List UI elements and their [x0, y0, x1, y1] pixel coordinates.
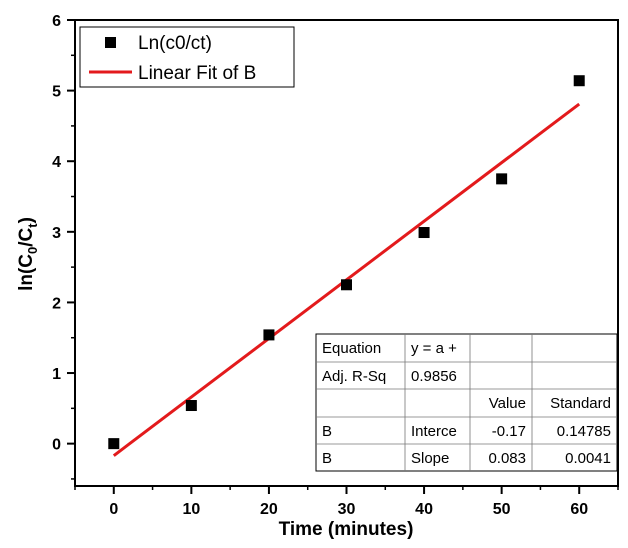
- table-cell-r4-c0: B: [322, 450, 332, 467]
- y-axis-title-close: ): [16, 217, 37, 223]
- table-cell-r1-c1: 0.9856: [411, 368, 457, 385]
- table-cell-r2-c2: Value: [489, 395, 526, 412]
- legend-marker-points: [105, 37, 116, 48]
- table-cell-r4-c2: 0.083: [488, 450, 526, 467]
- legend-label-points: Ln(c0/ct): [138, 33, 212, 54]
- table-cell-r3-c3: 0.14785: [557, 423, 611, 440]
- y-tick-label-3: 3: [52, 225, 61, 242]
- table-cell-r3-c1: Interce: [411, 423, 457, 440]
- legend-label-fit: Linear Fit of B: [138, 63, 256, 84]
- data-point-3: [341, 279, 352, 291]
- y-axis-title-main: ln(C: [16, 254, 37, 291]
- y-tick-label-0: 0: [52, 437, 61, 454]
- x-tick-label-5: 50: [493, 501, 511, 518]
- table-cell-r4-c1: Slope: [411, 450, 449, 467]
- x-tick-label-3: 30: [338, 501, 356, 518]
- data-point-2: [263, 329, 275, 341]
- table-cell-r3-c0: B: [322, 423, 332, 440]
- fit-results-table: Equation y = a + Adj. R-Sq 0.9856 Value Stand…: [315, 333, 618, 472]
- y-axis-title-mid: /C: [16, 227, 37, 246]
- table-cell-r3-c2: -0.17: [492, 423, 526, 440]
- table-cell-r4-c3: 0.0041: [565, 450, 611, 467]
- y-tick-label-2: 2: [52, 295, 61, 312]
- data-point-6: [573, 75, 585, 87]
- legend: Ln(c0/ct) Linear Fit of B: [79, 26, 295, 88]
- x-tick-label-6: 60: [570, 501, 588, 518]
- y-axis-title-sub-t: t: [25, 223, 40, 228]
- y-tick-label-4: 4: [52, 154, 61, 171]
- x-tick-label-4: 40: [415, 501, 433, 518]
- x-tick-label-0: 0: [109, 501, 118, 518]
- data-point-1: [185, 400, 197, 412]
- table-cell-r1-c0: Adj. R-Sq: [322, 368, 386, 385]
- y-axis-title-sub-0: 0: [25, 247, 40, 254]
- points-layer: [108, 75, 585, 450]
- data-point-4: [418, 227, 430, 239]
- x-axis-title: Time (minutes): [279, 519, 414, 540]
- table-cell-r2-c3: Standard: [550, 395, 611, 412]
- data-point-5: [496, 173, 508, 185]
- y-tick-label-1: 1: [52, 366, 61, 383]
- table-cell-r0-c1: y = a +: [411, 340, 457, 357]
- y-tick-label-5: 5: [52, 84, 61, 101]
- y-axis-title: ln(C0/Ct): [16, 217, 40, 291]
- table-background: [315, 333, 618, 472]
- x-tick-label-2: 20: [260, 501, 278, 518]
- data-point-0: [108, 438, 120, 450]
- y-tick-label-6: 6: [52, 13, 61, 30]
- axes-layer: 0 10 20 30 40 50 60 0 1 2 3 4 5 6: [52, 13, 619, 518]
- table-cell-r0-c0: Equation: [322, 340, 381, 357]
- x-tick-label-1: 10: [182, 501, 200, 518]
